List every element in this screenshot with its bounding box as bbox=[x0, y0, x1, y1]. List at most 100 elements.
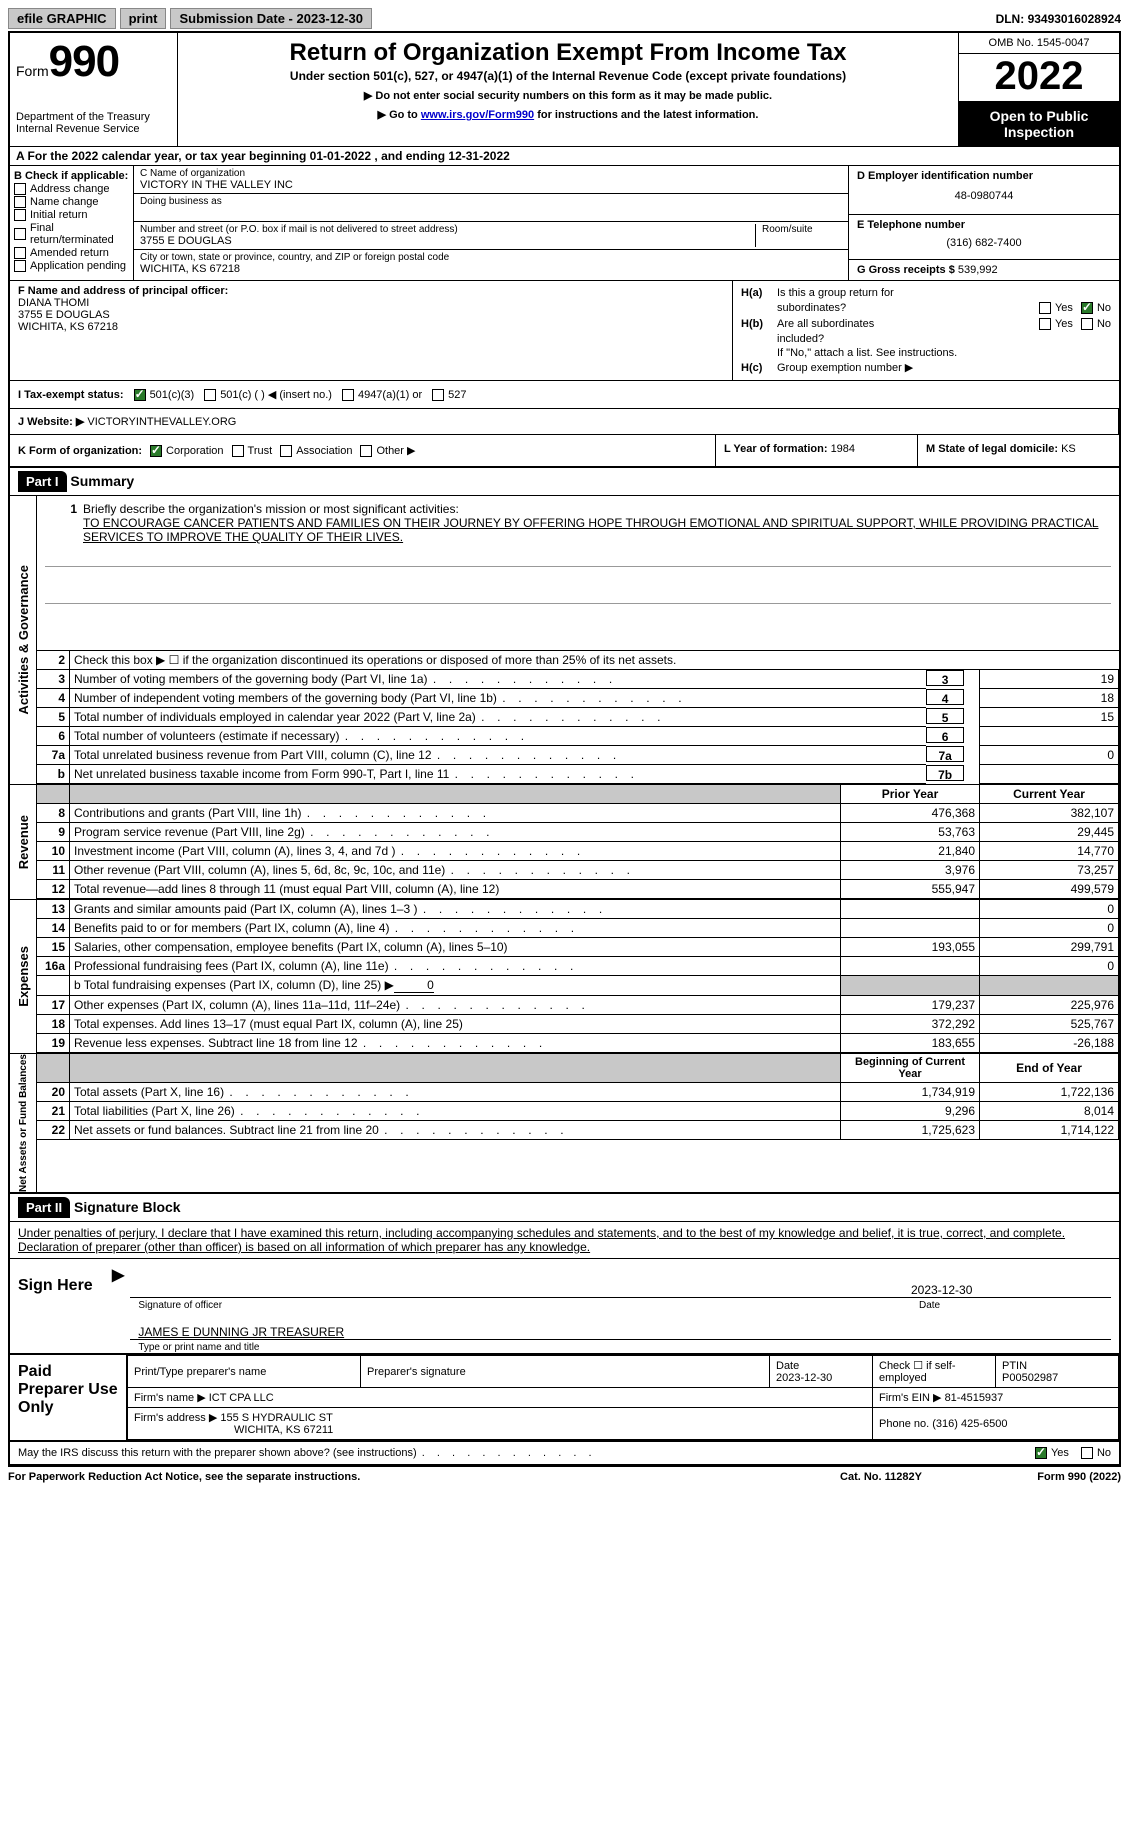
hb-row: H(b) Are all subordinates Yes No bbox=[741, 317, 1111, 331]
firm-addr-cell: Firm's address ▶ 155 S HYDRAULIC ST WICH… bbox=[128, 1408, 873, 1440]
phone-cell: E Telephone number (316) 682-7400 bbox=[849, 215, 1119, 260]
hb-no[interactable]: No bbox=[1081, 318, 1111, 330]
chk-trust[interactable]: Trust bbox=[232, 445, 273, 457]
chk-4947[interactable]: 4947(a)(1) or bbox=[342, 389, 422, 401]
dln: DLN: 93493016028924 bbox=[996, 12, 1121, 26]
firm-ein-cell: Firm's EIN ▶ 81-4515937 bbox=[873, 1388, 1119, 1408]
form-num: 990 bbox=[49, 37, 119, 87]
form-word: Form bbox=[16, 63, 49, 79]
col-b-header: B Check if applicable: bbox=[14, 170, 129, 182]
ha-yes[interactable]: Yes bbox=[1039, 302, 1073, 314]
chk-501c3[interactable]: 501(c)(3) bbox=[134, 389, 195, 401]
checkbox-icon bbox=[14, 209, 26, 221]
firm-addr-row: Firm's address ▶ 155 S HYDRAULIC ST WICH… bbox=[128, 1408, 1119, 1440]
hb-note: If "No," attach a list. See instructions… bbox=[777, 347, 1111, 359]
checkbox-icon bbox=[14, 247, 26, 259]
table-row: 11Other revenue (Part VIII, column (A), … bbox=[37, 861, 1119, 880]
chk-other[interactable]: Other ▶ bbox=[360, 444, 415, 457]
omb-number: OMB No. 1545-0047 bbox=[959, 33, 1119, 54]
chk-527[interactable]: 527 bbox=[432, 389, 466, 401]
note2-pre: ▶ Go to bbox=[378, 109, 421, 121]
website-cell: J Website: ▶ VICTORYINTHEVALLEY.ORG bbox=[10, 409, 1119, 434]
form-title: Return of Organization Exempt From Incom… bbox=[186, 39, 950, 67]
line2-text: Check this box ▶ ☐ if the organization d… bbox=[70, 651, 1119, 670]
table-row: 7aTotal unrelated business revenue from … bbox=[37, 746, 1119, 765]
checkbox-icon bbox=[1081, 1447, 1093, 1459]
discuss-row: May the IRS discuss this return with the… bbox=[10, 1442, 1119, 1465]
checkbox-checked-icon bbox=[1081, 302, 1093, 314]
name-line: JAMES E DUNNING JR TREASURER bbox=[130, 1325, 1111, 1340]
officer-addr2: WICHITA, KS 67218 bbox=[18, 321, 724, 333]
preparer-row: Paid Preparer Use Only Print/Type prepar… bbox=[10, 1355, 1119, 1442]
row-l-value: 1984 bbox=[831, 443, 855, 455]
submission-date-pill: Submission Date - 2023-12-30 bbox=[170, 8, 372, 29]
part1-netassets: Net Assets or Fund Balances Beginning of… bbox=[10, 1054, 1119, 1194]
print-button[interactable]: print bbox=[120, 8, 167, 29]
preparer-right: Print/Type preparer's name Preparer's si… bbox=[126, 1355, 1119, 1440]
addr-label: Number and street (or P.O. box if mail i… bbox=[140, 224, 749, 235]
efile-button[interactable]: efile GRAPHIC bbox=[8, 8, 116, 29]
prep-sig-label: Preparer's signature bbox=[361, 1356, 770, 1388]
part2-title: Signature Block bbox=[74, 1199, 181, 1215]
chk-label: Application pending bbox=[30, 260, 126, 272]
discuss-no[interactable]: No bbox=[1081, 1447, 1111, 1459]
officer-name-title: JAMES E DUNNING JR TREASURER bbox=[130, 1325, 344, 1339]
table-row: 4Number of independent voting members of… bbox=[37, 689, 1119, 708]
governance-body: 1 Briefly describe the organization's mi… bbox=[37, 496, 1119, 784]
chk-amended[interactable]: Amended return bbox=[14, 247, 129, 259]
officer-label: F Name and address of principal officer: bbox=[18, 285, 724, 297]
chk-final-return[interactable]: Final return/terminated bbox=[14, 222, 129, 246]
chk-assoc[interactable]: Association bbox=[280, 445, 352, 457]
checkbox-icon bbox=[1039, 302, 1051, 314]
org-name-label: C Name of organization bbox=[140, 168, 842, 179]
table-row: 10Investment income (Part VIII, column (… bbox=[37, 842, 1119, 861]
netassets-table: Beginning of Current YearEnd of Year 20T… bbox=[37, 1054, 1119, 1140]
chk-corp[interactable]: Corporation bbox=[150, 445, 223, 457]
chk-label: Name change bbox=[30, 196, 99, 208]
hb-text1: Are all subordinates bbox=[777, 318, 1039, 330]
chk-label: Address change bbox=[30, 183, 110, 195]
table-row-16b: b Total fundraising expenses (Part IX, c… bbox=[37, 976, 1119, 996]
netassets-body: Beginning of Current YearEnd of Year 20T… bbox=[37, 1054, 1119, 1192]
header-right: OMB No. 1545-0047 2022 Open to Public In… bbox=[958, 33, 1119, 146]
chk-initial-return[interactable]: Initial return bbox=[14, 209, 129, 221]
chk-address-change[interactable]: Address change bbox=[14, 183, 129, 195]
row-a-end: 12-31-2022 bbox=[448, 149, 509, 163]
form-note2: ▶ Go to www.irs.gov/Form990 for instruct… bbox=[186, 108, 950, 121]
hb-yes[interactable]: Yes bbox=[1039, 318, 1073, 330]
vert-expenses: Expenses bbox=[10, 900, 37, 1053]
part1-title: Summary bbox=[70, 473, 134, 489]
table-row: 22Net assets or fund balances. Subtract … bbox=[37, 1121, 1119, 1140]
table-row: 12Total revenue—add lines 8 through 11 (… bbox=[37, 880, 1119, 899]
ha-no[interactable]: No bbox=[1081, 302, 1111, 314]
inspection-badge: Open to Public Inspection bbox=[959, 102, 1119, 146]
officer-addr1: 3755 E DOUGLAS bbox=[18, 309, 724, 321]
table-row: 17Other expenses (Part IX, column (A), l… bbox=[37, 996, 1119, 1015]
hb-note-row: If "No," attach a list. See instructions… bbox=[741, 347, 1111, 359]
submission-date-value: 2023-12-30 bbox=[297, 11, 364, 26]
preparer-label: Paid Preparer Use Only bbox=[10, 1355, 126, 1440]
sign-here-right: 2023-12-30 Signature of officer Date JAM… bbox=[130, 1259, 1119, 1353]
vert-netassets: Net Assets or Fund Balances bbox=[10, 1054, 37, 1192]
line-num: 1 bbox=[53, 502, 83, 516]
form-header: Form 990 Department of the Treasury Inte… bbox=[10, 33, 1119, 147]
hc-label: H(c) bbox=[741, 362, 777, 374]
column-c: C Name of organization VICTORY IN THE VA… bbox=[134, 166, 848, 280]
chk-501c[interactable]: 501(c) ( ) ◀ (insert no.) bbox=[204, 388, 332, 401]
discuss-yes[interactable]: Yes bbox=[1035, 1447, 1069, 1459]
addr-value: 3755 E DOUGLAS bbox=[140, 235, 749, 247]
column-f: F Name and address of principal officer:… bbox=[10, 281, 733, 380]
firm-phone-cell: Phone no. (316) 425-6500 bbox=[873, 1408, 1119, 1440]
row-a-mid: , and ending bbox=[371, 149, 448, 163]
expenses-table: 13Grants and similar amounts paid (Part … bbox=[37, 900, 1119, 1053]
org-name-cell: C Name of organization VICTORY IN THE VA… bbox=[134, 166, 848, 194]
chk-name-change[interactable]: Name change bbox=[14, 196, 129, 208]
chk-label: Final return/terminated bbox=[30, 222, 129, 246]
row-j: J Website: ▶ VICTORYINTHEVALLEY.ORG bbox=[10, 409, 1119, 435]
chk-app-pending[interactable]: Application pending bbox=[14, 260, 129, 272]
irs-link[interactable]: www.irs.gov/Form990 bbox=[421, 109, 534, 121]
ein-cell: D Employer identification number 48-0980… bbox=[849, 166, 1119, 215]
firm-name-cell: Firm's name ▶ ICT CPA LLC bbox=[128, 1388, 873, 1408]
mission-block: 1 Briefly describe the organization's mi… bbox=[37, 496, 1119, 651]
ha-text2: subordinates? bbox=[777, 302, 1039, 314]
